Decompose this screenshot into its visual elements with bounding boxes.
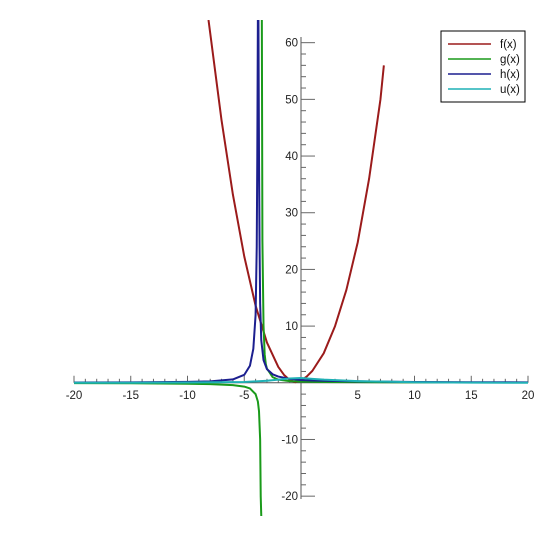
legend: f(x) g(x) h(x) u(x) (440, 30, 526, 103)
x-tick-label: -20 (66, 390, 83, 402)
x-tick-label: 15 (465, 390, 478, 402)
x-tick-label: -5 (239, 390, 249, 402)
y-tick-label: 50 (285, 94, 298, 106)
y-tick-label: 10 (285, 321, 298, 333)
legend-box (440, 30, 526, 103)
y-tick-label: 40 (285, 151, 298, 163)
x-tick-label: -10 (179, 390, 196, 402)
x-tick-label: 5 (355, 390, 361, 402)
y-tick-label: 60 (285, 38, 298, 50)
series-lines (74, 20, 528, 516)
legend-label-f: f(x) (500, 39, 517, 51)
legend-label-g: g(x) (500, 54, 520, 66)
y-tick-label: 30 (285, 208, 298, 220)
legend-label-u: u(x) (500, 84, 520, 96)
series-line-hx (74, 20, 528, 384)
series-line-ux (74, 376, 528, 384)
y-tick-label: -20 (281, 491, 298, 503)
axes: -20 -15 -10 -5 5 10 15 20 -20 -10 10 20 30 40 50 60 (66, 37, 535, 503)
x-tick-label: -15 (122, 390, 139, 402)
x-tick-label: 20 (522, 390, 535, 402)
y-tick-label: 20 (285, 264, 298, 276)
y-tick-label: -10 (281, 434, 298, 446)
legend-label-h: h(x) (500, 69, 520, 81)
x-tick-label: 10 (408, 390, 421, 402)
